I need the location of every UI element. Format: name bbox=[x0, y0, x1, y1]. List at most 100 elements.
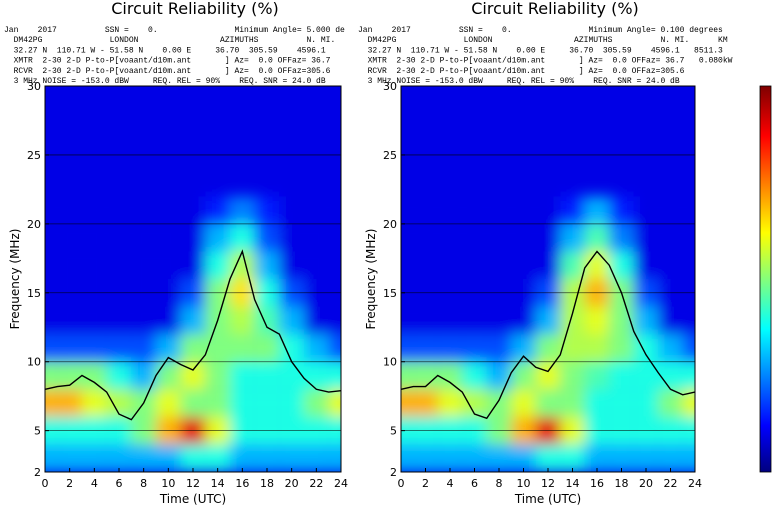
y-tick-label: 25 bbox=[27, 149, 41, 162]
heat-cell bbox=[535, 306, 561, 335]
heat-cell bbox=[106, 334, 132, 362]
x-tick-label: 0 bbox=[42, 477, 49, 490]
heat-cell bbox=[658, 251, 683, 279]
header-line: 32.27 N 110.71 W - 51.58 N 0.00 E 36.70 … bbox=[358, 46, 723, 55]
heat-cell bbox=[131, 196, 156, 224]
heat-cell bbox=[658, 196, 683, 224]
heat-cell bbox=[401, 196, 414, 224]
heat-cell bbox=[82, 196, 107, 224]
heat-cell bbox=[584, 361, 610, 390]
heat-cell bbox=[633, 389, 659, 417]
chart-title: Circuit Reliability (%) bbox=[471, 0, 639, 18]
heat-cell bbox=[535, 361, 561, 390]
heat-cell bbox=[106, 389, 132, 417]
x-tick-label: 24 bbox=[688, 477, 702, 490]
heat-cell bbox=[560, 444, 585, 472]
heat-cell bbox=[511, 251, 536, 279]
heat-cell bbox=[106, 444, 132, 472]
heat-cell bbox=[486, 196, 512, 224]
heat-cell bbox=[279, 361, 304, 390]
heat-cell bbox=[45, 251, 58, 279]
heat-cell bbox=[560, 251, 585, 279]
heat-cell bbox=[82, 444, 107, 472]
heat-cell bbox=[633, 251, 659, 279]
header-line: DM42PG LONDON AZIMUTHS N. MI. bbox=[4, 36, 335, 45]
x-tick-label: 20 bbox=[285, 477, 299, 490]
heat-cell bbox=[205, 389, 230, 417]
heat-cell bbox=[413, 196, 438, 224]
heat-cell bbox=[57, 251, 82, 279]
heat-cell bbox=[401, 334, 414, 362]
heat-cell bbox=[633, 223, 659, 252]
heat-cell bbox=[535, 389, 561, 417]
heat-cell bbox=[45, 196, 58, 224]
heat-cell bbox=[205, 251, 230, 279]
heat-cell bbox=[486, 251, 512, 279]
x-axis-label: Time (UTC) bbox=[514, 492, 581, 506]
heat-cell bbox=[254, 444, 280, 472]
heat-cell bbox=[682, 251, 695, 279]
heat-cell bbox=[437, 389, 463, 417]
heat-cell bbox=[304, 389, 329, 417]
heat-cell bbox=[304, 444, 329, 472]
heat-cell bbox=[328, 196, 341, 224]
heat-cell bbox=[230, 361, 255, 390]
heat-cell bbox=[413, 444, 438, 472]
heat-cell bbox=[156, 196, 181, 224]
heat-cell bbox=[511, 334, 536, 362]
heat-cell bbox=[156, 444, 181, 472]
heat-cell bbox=[205, 444, 230, 472]
heat-cell bbox=[254, 251, 280, 279]
x-tick-label: 22 bbox=[309, 477, 323, 490]
heat-cell bbox=[304, 196, 329, 224]
heat-cell bbox=[609, 361, 634, 390]
heat-cell bbox=[682, 389, 695, 417]
x-tick-label: 18 bbox=[260, 477, 274, 490]
heat-cell bbox=[658, 223, 683, 252]
header-line: RCVR 2-30 2-D P-to-P[voaant/d10m.ant ] A… bbox=[358, 67, 685, 76]
heat-cell bbox=[57, 444, 82, 472]
y-tick-label: 10 bbox=[27, 356, 41, 369]
heat-cell bbox=[279, 251, 304, 279]
x-tick-label: 22 bbox=[664, 477, 678, 490]
heat-cell bbox=[304, 334, 329, 362]
heat-cell bbox=[486, 361, 512, 390]
heat-cell bbox=[682, 334, 695, 362]
x-tick-label: 2 bbox=[422, 477, 429, 490]
x-tick-label: 4 bbox=[447, 477, 454, 490]
x-tick-label: 24 bbox=[334, 477, 348, 490]
heat-cell bbox=[511, 223, 536, 252]
heat-cell bbox=[401, 251, 414, 279]
heat-cell bbox=[106, 223, 132, 252]
x-tick-label: 12 bbox=[541, 477, 555, 490]
heat-cell bbox=[254, 334, 280, 362]
x-tick-label: 16 bbox=[590, 477, 604, 490]
heat-cell bbox=[328, 306, 341, 335]
heat-cell bbox=[254, 196, 280, 224]
line-series bbox=[401, 250, 695, 420]
heat-cell bbox=[437, 444, 463, 472]
heat-cell bbox=[57, 223, 82, 252]
heat-cell bbox=[205, 334, 230, 362]
heat-cell bbox=[254, 361, 280, 390]
heat-cell bbox=[45, 334, 58, 362]
heat-cell bbox=[560, 334, 585, 362]
heat-cell bbox=[328, 361, 341, 390]
heat-cell bbox=[609, 444, 634, 472]
heat-cell bbox=[511, 444, 536, 472]
heat-cell bbox=[156, 223, 181, 252]
heat-cell bbox=[45, 389, 58, 417]
line-series bbox=[45, 249, 341, 421]
heat-cell bbox=[205, 361, 230, 390]
heat-cell bbox=[401, 223, 414, 252]
heat-cell bbox=[486, 306, 512, 335]
plot-area bbox=[45, 86, 341, 472]
heat-cell bbox=[279, 196, 304, 224]
header-line: DM42PG LONDON AZIMUTHS N. MI. KM bbox=[358, 36, 728, 45]
heat-cell bbox=[45, 223, 58, 252]
heat-cell bbox=[205, 196, 230, 224]
heat-cell bbox=[180, 251, 206, 279]
heat-cell bbox=[230, 444, 255, 472]
heat-cell bbox=[57, 389, 82, 417]
